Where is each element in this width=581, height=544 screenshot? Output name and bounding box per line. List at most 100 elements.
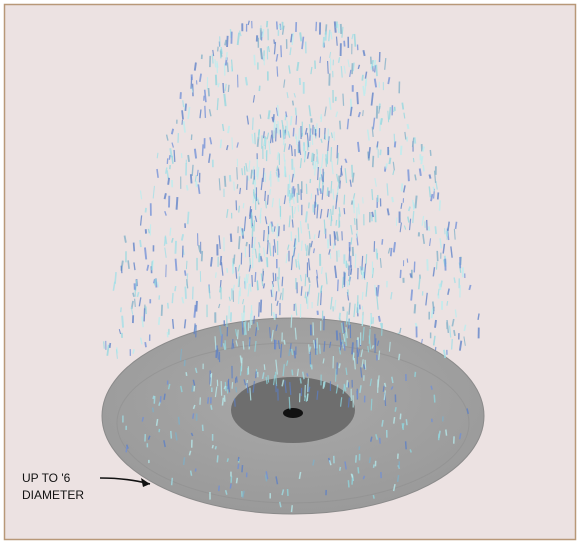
water-streak (226, 62, 229, 73)
water-streak (246, 175, 248, 190)
water-streak (171, 319, 175, 329)
water-streak (200, 250, 204, 262)
water-streak (431, 301, 435, 312)
water-streak (339, 341, 343, 351)
water-streak (259, 299, 263, 313)
water-streak (290, 314, 293, 328)
water-streak (245, 274, 248, 289)
water-streak (163, 393, 166, 400)
water-streak (208, 285, 211, 299)
water-streak (400, 202, 403, 209)
water-streak (187, 154, 190, 162)
water-streak (401, 423, 405, 429)
water-streak (352, 62, 355, 72)
water-streak (254, 215, 258, 223)
water-streak (252, 189, 256, 199)
water-streak (275, 359, 278, 375)
water-streak (418, 276, 421, 290)
water-streak (211, 444, 214, 449)
water-streak (346, 380, 349, 388)
water-streak (344, 158, 348, 164)
water-streak (381, 419, 384, 427)
water-streak (318, 177, 321, 191)
water-streak (340, 65, 343, 78)
water-streak (125, 446, 128, 453)
water-streak (403, 225, 407, 230)
water-streak (271, 197, 274, 208)
water-streak (275, 127, 277, 142)
water-streak (366, 129, 370, 141)
water-streak (458, 433, 462, 440)
water-streak (365, 282, 368, 297)
water-streak (355, 218, 358, 231)
water-streak (294, 327, 297, 340)
water-streak (249, 313, 252, 329)
water-streak (251, 133, 254, 144)
water-streak (260, 177, 264, 191)
water-streak (308, 105, 312, 117)
water-streak (288, 396, 291, 410)
water-streak (394, 406, 397, 412)
water-streak (275, 107, 279, 116)
water-streak (262, 230, 265, 242)
water-streak (432, 267, 436, 277)
water-streak (275, 165, 279, 172)
water-streak (163, 235, 167, 246)
water-streak (229, 233, 233, 242)
water-streak (277, 340, 281, 350)
water-streak (281, 119, 284, 129)
water-streak (299, 220, 303, 234)
water-streak (289, 115, 293, 126)
water-streak (299, 32, 303, 42)
water-streak (442, 349, 447, 359)
water-streak (368, 329, 371, 344)
water-streak (218, 303, 221, 309)
water-streak (304, 291, 307, 299)
water-streak (179, 348, 183, 361)
water-streak (130, 306, 134, 315)
water-streak (434, 319, 437, 328)
water-streak (174, 285, 177, 292)
water-streak (413, 137, 417, 144)
water-streak (446, 300, 449, 306)
water-streak (246, 115, 250, 125)
water-streak (330, 296, 333, 310)
water-streak (184, 103, 187, 112)
water-streak (350, 200, 354, 205)
water-streak (414, 371, 417, 378)
water-streak (198, 73, 202, 82)
water-streak (371, 211, 375, 218)
water-streak (276, 66, 279, 77)
water-streak (297, 253, 300, 260)
water-streak (257, 197, 259, 203)
water-streak (278, 24, 281, 30)
water-streak (215, 345, 218, 359)
water-streak (269, 134, 273, 144)
water-streak (260, 273, 264, 287)
water-streak (348, 302, 351, 315)
water-streak (285, 111, 288, 118)
water-streak (220, 262, 224, 276)
water-streak (339, 397, 343, 407)
water-streak (203, 89, 207, 103)
water-streak (301, 36, 305, 50)
water-streak (194, 174, 197, 182)
water-streak (355, 231, 359, 239)
water-streak (362, 326, 365, 341)
water-streak (446, 319, 450, 334)
water-streak (238, 30, 242, 37)
water-streak (293, 188, 296, 197)
water-streak (332, 188, 335, 200)
water-streak (315, 123, 318, 134)
water-streak (376, 141, 379, 148)
water-streak (362, 110, 364, 117)
water-streak (338, 466, 342, 471)
water-streak (174, 240, 177, 254)
water-streak (308, 230, 311, 240)
water-streak (171, 155, 174, 164)
water-streak (454, 309, 457, 318)
water-streak (249, 387, 252, 401)
water-streak (304, 273, 307, 287)
water-streak (463, 324, 467, 332)
water-streak (335, 21, 338, 29)
